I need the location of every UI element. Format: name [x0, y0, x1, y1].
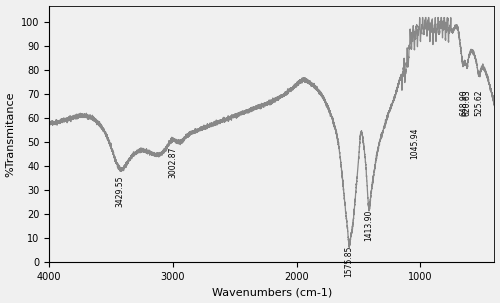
Text: 3002.87: 3002.87: [168, 147, 177, 178]
Text: 1045.94: 1045.94: [410, 128, 419, 159]
Text: 525.62: 525.62: [474, 89, 484, 116]
Text: 3429.55: 3429.55: [116, 176, 124, 207]
Text: 1575.85: 1575.85: [344, 245, 354, 277]
X-axis label: Wavenumbers (cm-1): Wavenumbers (cm-1): [212, 288, 332, 298]
Y-axis label: %Transmitance: %Transmitance: [6, 91, 16, 177]
Text: 620.63: 620.63: [462, 89, 471, 116]
Text: 648.90: 648.90: [459, 89, 468, 116]
Text: 1413.90: 1413.90: [364, 209, 374, 241]
